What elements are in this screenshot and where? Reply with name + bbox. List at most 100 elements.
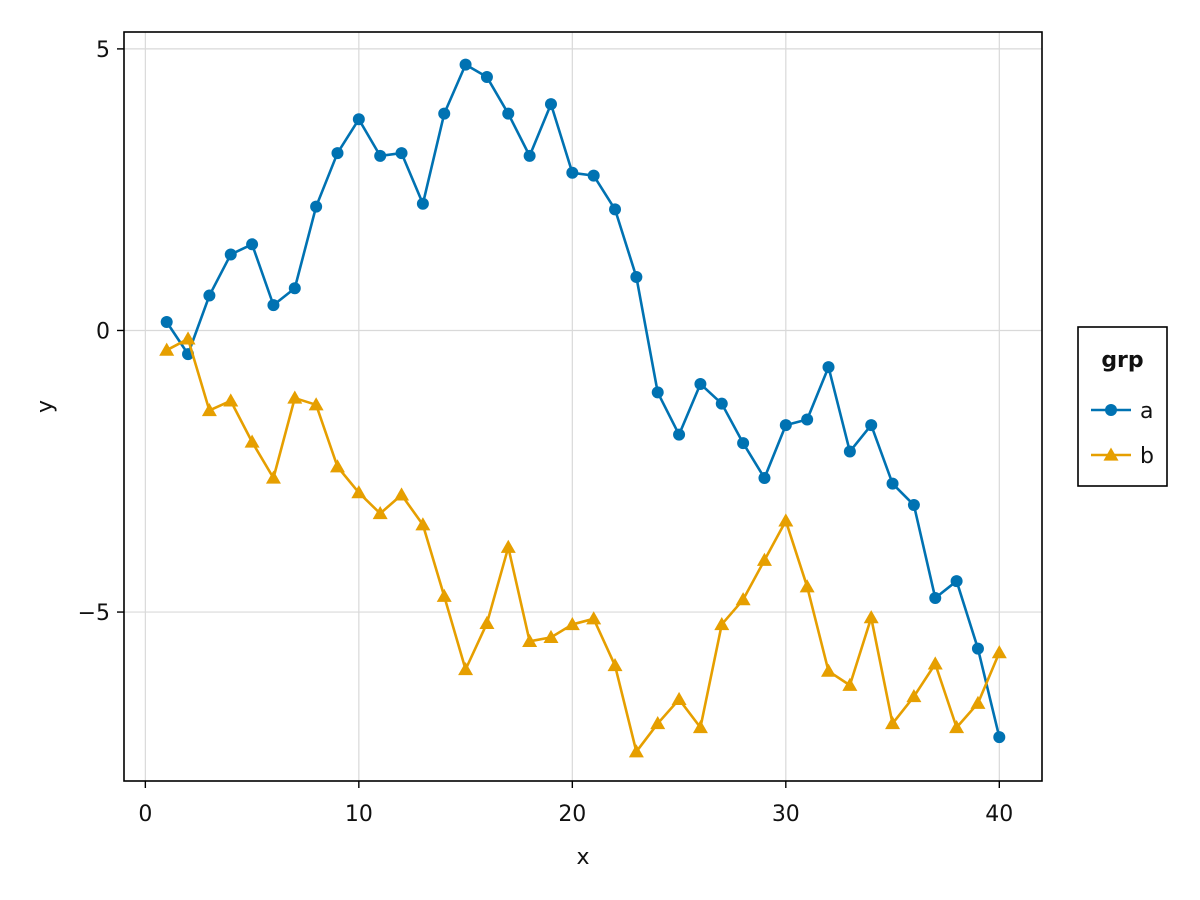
series-b-point	[308, 397, 324, 411]
series-b-point	[906, 689, 922, 703]
series-b-point	[863, 610, 879, 624]
series-a-point	[673, 428, 686, 441]
series-a-point	[267, 299, 280, 312]
series-a-point	[566, 166, 579, 179]
series-a-point	[310, 200, 323, 213]
series-b-point	[522, 633, 538, 647]
series-b-point	[927, 656, 943, 670]
series-b-point	[159, 342, 175, 356]
series-b-point	[756, 552, 772, 566]
series-a-point	[950, 575, 963, 588]
series-a-point	[352, 113, 365, 126]
legend-label: b	[1140, 444, 1154, 469]
series-b-point	[415, 517, 431, 531]
series-a-point	[224, 248, 237, 261]
series-b-point	[692, 720, 708, 734]
plot-area-frame	[123, 31, 1043, 782]
x-tick-label: 40	[985, 802, 1013, 827]
series-a-point	[694, 377, 707, 390]
series-b-point	[287, 390, 303, 404]
series-a-point	[822, 361, 835, 374]
series-b-point	[821, 663, 837, 677]
series-b-point	[778, 513, 794, 527]
legend-swatch-marker	[1105, 404, 1117, 416]
series-b-point	[650, 716, 666, 730]
x-tick-label: 20	[558, 802, 586, 827]
series-a-point	[715, 397, 728, 410]
series-a-point	[886, 477, 899, 490]
series-b-point	[458, 661, 474, 676]
series-layer	[159, 58, 1007, 758]
series-b	[159, 331, 1007, 758]
y-tick-label: 0	[96, 319, 110, 344]
series-a-point	[416, 197, 429, 210]
y-axis-label: y	[33, 400, 58, 413]
series-b-point	[543, 629, 559, 644]
x-tick-label: 0	[138, 802, 152, 827]
series-b-point	[244, 434, 260, 448]
series-a-point	[502, 107, 515, 120]
series-a-point	[843, 445, 856, 458]
series-a-point	[523, 149, 536, 162]
legend: grp ab	[1077, 326, 1168, 487]
series-a-point	[779, 419, 792, 432]
series-b-point	[436, 588, 452, 602]
series-b-point	[394, 487, 410, 501]
series-b-point	[949, 720, 965, 734]
series-a	[160, 58, 1006, 744]
series-b-point	[799, 579, 815, 593]
series-b-point	[885, 716, 901, 730]
series-b-point	[628, 744, 644, 758]
series-a-point	[758, 472, 771, 485]
legend-label: a	[1140, 399, 1153, 424]
series-a-point	[609, 203, 622, 216]
series-b-point	[586, 611, 602, 625]
series-a-point	[971, 642, 984, 655]
legend-items: ab	[1091, 399, 1154, 469]
series-a-point	[459, 58, 472, 71]
series-a-point	[203, 289, 216, 302]
series-b-point	[991, 645, 1007, 659]
grid-lines	[124, 32, 1042, 781]
legend-swatch-marker	[1103, 447, 1119, 461]
series-b-point	[671, 691, 687, 705]
y-tick-label: 5	[96, 38, 110, 63]
series-b-point	[500, 539, 516, 553]
legend-item-a: a	[1091, 399, 1153, 424]
series-b-point	[714, 616, 730, 631]
series-a-point	[544, 98, 557, 111]
series-a-point	[246, 238, 259, 251]
series-a-point	[374, 149, 387, 162]
series-b-point	[201, 402, 217, 417]
series-b-point	[351, 485, 367, 499]
series-a-point	[907, 499, 920, 512]
series-b-point	[735, 592, 751, 606]
series-b-point	[479, 615, 495, 629]
series-a-point	[651, 386, 664, 399]
y-tick-label: −5	[78, 601, 110, 626]
series-a-point	[160, 316, 173, 329]
series-a-point	[737, 437, 750, 450]
series-b-point	[607, 658, 623, 672]
series-a-point	[480, 71, 493, 84]
series-a-point	[993, 731, 1006, 744]
series-b-line	[165, 337, 1001, 754]
series-b-point	[223, 393, 239, 407]
series-a-point	[630, 270, 643, 283]
series-a-point	[395, 147, 408, 160]
series-b-point	[970, 695, 986, 709]
series-b-point	[180, 331, 196, 345]
legend-item-b: b	[1091, 444, 1154, 469]
series-b-point	[842, 677, 858, 691]
series-b-point	[564, 616, 580, 631]
series-b-point	[372, 506, 388, 520]
series-a-point	[587, 169, 600, 182]
legend-title: grp	[1101, 348, 1143, 373]
legend-box	[1077, 326, 1168, 487]
series-a-point	[288, 282, 301, 295]
series-b-point	[329, 459, 345, 473]
series-a-point	[929, 591, 942, 604]
series-a-point	[438, 107, 451, 120]
